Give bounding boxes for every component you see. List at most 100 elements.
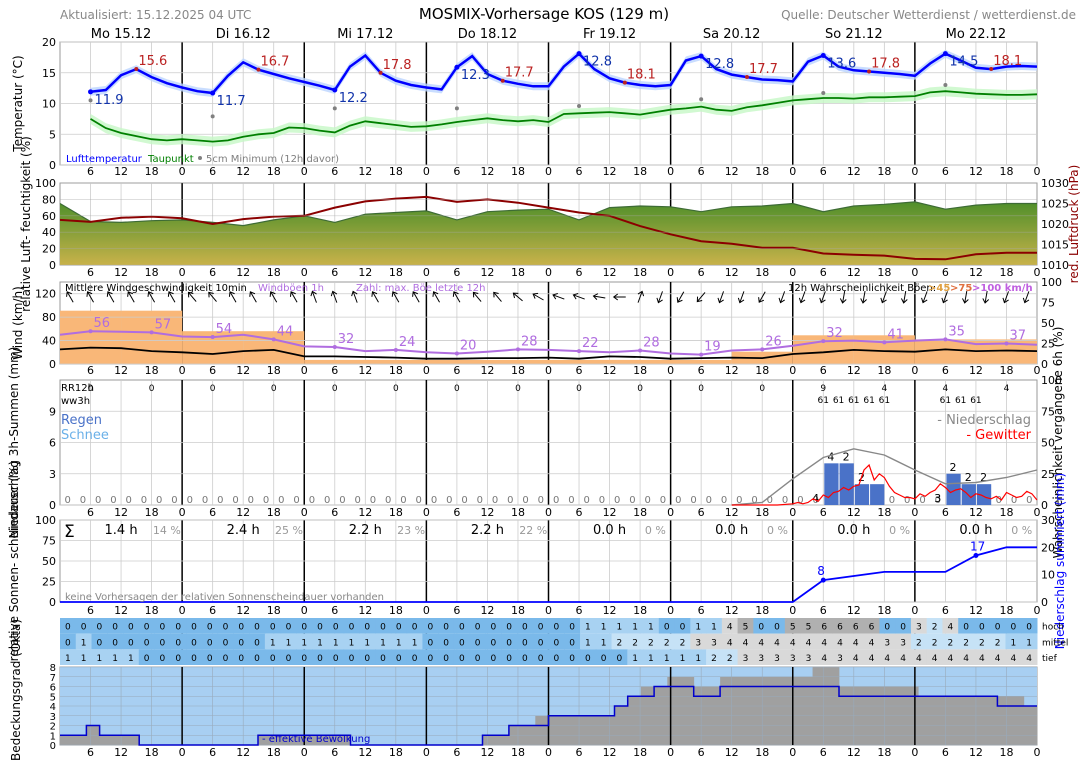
wind-arrow-head xyxy=(106,291,113,297)
precip-zero-label: 0 xyxy=(599,495,605,506)
temp-min-label: 14.5 xyxy=(949,55,978,70)
wind-arrow-head xyxy=(921,297,928,304)
temp-max-label: 18.1 xyxy=(627,68,656,83)
cloud-cell-value: 0 xyxy=(191,623,197,633)
y-axis-label: Bedeckungsgrad (Okta) xyxy=(9,619,23,761)
wind-arrow-head xyxy=(612,293,619,301)
humidity-area xyxy=(60,201,1037,265)
hour-tick-label: 12 xyxy=(358,506,372,519)
precip-zero-label: 0 xyxy=(782,495,788,506)
wind-arrow-head xyxy=(208,291,214,298)
cloud-cell-mittel xyxy=(847,633,865,650)
cloud-cell-mittel xyxy=(627,633,644,650)
cloud-cell-hoch xyxy=(154,618,171,634)
y-tick-label: 10 xyxy=(42,98,56,111)
cloud-cell-tief xyxy=(926,649,943,665)
wind-arrow-shaft xyxy=(964,291,968,303)
cloud-cell-value: 1 xyxy=(270,638,276,648)
cloud-cell-mittel xyxy=(643,633,660,650)
y-tick-label: 5 xyxy=(49,128,56,141)
wind-arrow-shaft xyxy=(513,292,523,302)
precip-zero-label: 0 xyxy=(156,495,162,506)
cloud-cell-value: 0 xyxy=(65,623,71,633)
hour-tick-label: 6 xyxy=(87,506,94,519)
gust-prob-bar xyxy=(121,310,183,364)
precip-zero-label: 0 xyxy=(553,495,559,506)
wind-arrow-head xyxy=(371,291,378,297)
cloud-cell-value: 1 xyxy=(680,654,686,664)
hour-tick-label: 6 xyxy=(453,266,460,279)
cloud-cell-mittel xyxy=(233,633,250,650)
hour-tick-label: 12 xyxy=(847,266,861,279)
hour-tick-label: 0 xyxy=(789,506,796,519)
cloud-cell-hoch xyxy=(296,618,313,634)
max-gust-label: 35 xyxy=(948,324,965,339)
precip-zero-label: 0 xyxy=(171,495,177,506)
cloud-cell-tief xyxy=(910,649,928,665)
wind-direction-arrow xyxy=(493,291,502,302)
y-tick-label: 6 xyxy=(50,683,56,694)
max-gust-point xyxy=(577,349,582,354)
cloud-cell-value: 4 xyxy=(1010,654,1016,664)
cloud-cell-mittel xyxy=(107,633,124,650)
precip-sum-point xyxy=(820,577,826,583)
cloud-cell-value: 1 xyxy=(81,638,87,648)
hour-tick-label: 0 xyxy=(301,165,308,178)
cloud-cell-mittel xyxy=(217,633,234,650)
cloud-cell-value: 0 xyxy=(81,623,87,633)
cloud-cell-value: 1 xyxy=(695,654,701,664)
hour-tick-label: 6 xyxy=(209,165,216,178)
max-gust-label: 22 xyxy=(582,336,599,351)
y2-tick-label: 75 xyxy=(1041,297,1055,310)
wind-direction-arrow xyxy=(66,291,74,303)
max-gust-label: 44 xyxy=(277,324,294,339)
gust-prob-class: >100 km/h xyxy=(972,283,1033,294)
precip-zero-label: 0 xyxy=(477,495,483,506)
y-tick-label: 40 xyxy=(42,335,56,348)
hour-tick-label: 6 xyxy=(87,746,94,759)
cloud-cell-value: 0 xyxy=(317,623,323,633)
y-axis-label: relative Luft- feuchtigkeit (%) xyxy=(19,136,33,312)
rr12h-value: 0 xyxy=(210,384,216,394)
cloud-cell-value: 0 xyxy=(223,638,229,648)
hour-tick-label: 6 xyxy=(576,165,583,178)
wind-arrow-shaft xyxy=(573,294,585,300)
precip-zero-label: 0 xyxy=(889,495,895,506)
precip-zero-label: 0 xyxy=(538,495,544,506)
ww3h-code: 61 xyxy=(879,396,890,406)
cloud-cell-value: 2 xyxy=(916,638,922,648)
cloud-cover-bar xyxy=(73,735,87,745)
hour-tick-label: 18 xyxy=(511,266,525,279)
cloud-cell-tief xyxy=(186,649,203,665)
cloud-cover-bar xyxy=(984,696,998,745)
cloud-cell-value: 0 xyxy=(443,623,449,633)
hour-tick-label: 0 xyxy=(423,165,430,178)
cloud-cell-mittel xyxy=(580,633,597,650)
cloud-row-label: hoch xyxy=(1042,623,1064,633)
precip-probability-line xyxy=(731,448,1038,506)
temp-min-point xyxy=(576,51,582,57)
wind-arrow-shaft xyxy=(903,291,907,303)
precip-zero-label: 0 xyxy=(431,495,437,506)
max-gust-label: 28 xyxy=(643,336,660,351)
cloud-cell-hoch xyxy=(170,618,187,634)
hour-tick-label: 6 xyxy=(942,604,949,617)
cloud-cell-value: 1 xyxy=(601,638,607,648)
cloud-cell-mittel xyxy=(926,633,943,650)
wind-direction-arrow xyxy=(106,291,115,303)
wind-arrow-shaft xyxy=(249,291,257,303)
hour-tick-label: 6 xyxy=(87,604,94,617)
cloud-cell-value: 0 xyxy=(144,654,150,664)
cloud-cell-mittel xyxy=(832,633,849,650)
precip-zero-label: 0 xyxy=(95,495,101,506)
y-tick-label: 0 xyxy=(49,596,56,609)
cloud-cell-mittel xyxy=(769,633,786,650)
cloud-cell-hoch xyxy=(973,618,991,634)
wind-direction-arrow xyxy=(880,291,887,304)
hour-tick-label: 0 xyxy=(667,364,674,377)
wind-arrow-head xyxy=(676,297,683,303)
cloud-cell-value: 0 xyxy=(963,623,969,633)
max-gust-title: Zahl: max. Böe letzte 12h xyxy=(356,283,486,294)
hour-tick-label: 12 xyxy=(603,266,617,279)
cloud-cell-hoch xyxy=(1021,618,1038,634)
